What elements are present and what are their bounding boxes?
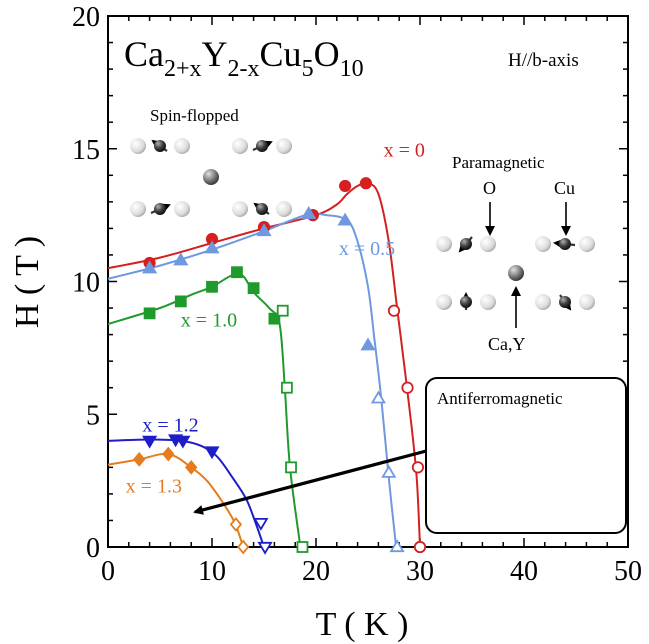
data-point-open [389,539,405,553]
x-tick-label: 50 [614,556,642,587]
data-point-open [285,461,297,474]
field-direction-label: H//b-axis [508,50,579,71]
oxygen-atom-icon [480,294,496,310]
data-point-filled [142,260,158,274]
copper-atom-icon [154,140,166,152]
x-tick-label: 40 [510,556,538,587]
oxygen-atom-icon [174,201,190,217]
data-point-filled [231,266,243,279]
data-point-filled [360,337,376,351]
series-label: x = 0.5 [339,238,395,260]
data-point-filled [256,223,272,237]
data-point-open [370,390,386,404]
series-label: x = 1.0 [181,310,237,332]
data-point-filled [206,280,218,293]
series-label: x = 1.2 [142,415,198,437]
x-tick-label: 0 [101,556,115,587]
antiferromagnetic-inset-box [425,377,627,534]
x-axis-label: T ( K ) [316,606,409,643]
oxygen-atom-icon [480,236,496,252]
ca-y-atom-icon [203,169,219,185]
data-point-filled [339,179,352,193]
x-tick-label: 30 [406,556,434,587]
oxygen-atom-icon [232,138,248,154]
data-point-filled [359,177,373,190]
series-curve [108,438,265,547]
antiferromagnetic-pointer-arrow [193,448,431,515]
data-point-filled [175,435,191,449]
y-tick-label: 15 [72,135,100,166]
y-tick-label: 5 [86,400,100,431]
data-point-filled [301,206,317,219]
data-point-open [387,304,401,317]
y-tick-label: 20 [72,2,100,33]
data-point-open [381,464,397,478]
oxygen-atom-icon [232,201,248,217]
data-point-filled [185,459,198,475]
data-point-open [411,461,425,474]
data-point-open [253,518,269,531]
data-point-filled [162,446,175,462]
x-tick-label: 10 [198,556,226,587]
oxygen-atom-icon [130,138,146,154]
oxygen-atom-icon [579,294,595,310]
copper-atom-icon [154,203,166,215]
data-point-filled [142,435,158,449]
data-point-open [401,381,414,394]
series-label: x = 1.3 [126,476,182,498]
data-point-filled [268,312,281,325]
oxygen-atom-icon [276,138,292,154]
paramagnetic-label: Paramagnetic [452,153,545,172]
data-point-open [276,304,289,317]
antiferromagnetic-label: Antiferromagnetic [437,389,563,408]
oxygen-atom-icon [174,138,190,154]
oxygen-atom-icon [535,294,551,310]
oxygen-atom-icon [276,201,292,217]
data-point-filled [174,295,187,308]
x-tick-label: 20 [302,556,330,587]
y-tick-label: 0 [86,533,100,564]
data-point-filled [173,252,189,266]
data-point-filled [337,212,353,226]
oxygen-atom-icon [535,236,551,252]
data-point-open [229,517,243,532]
copper-atom-icon [559,296,571,308]
series-markers: x = 0 x = 0.5 x = 1.0 x = 1.2 x = 1.3 [126,140,427,555]
ca-y-atom-icon [508,265,524,281]
data-point-open [413,540,427,554]
spin-flopped-label: Spin-flopped [150,106,239,125]
data-point-filled [204,240,220,254]
oxygen-atom-icon [436,236,452,252]
oxygen-atom-icon [130,201,146,217]
ca-y-label: Ca,Y [488,334,526,354]
data-point-filled [133,451,146,467]
y-tick-label: 10 [72,268,100,299]
copper-label: Cu [554,178,575,198]
data-point-filled [143,307,156,320]
oxygen-label: O [483,178,496,198]
compound-formula: Ca2+xY2-xCu5O10 [124,34,364,82]
data-point-open [257,541,273,555]
copper-atom-icon [256,140,268,152]
data-point-filled [247,282,260,295]
y-axis-label: H ( T ) [9,236,46,328]
series-label: x = 0 [384,140,425,162]
data-point-open [296,541,309,553]
data-point-open [237,539,250,555]
data-point-open [280,381,293,394]
oxygen-atom-icon [436,294,452,310]
copper-atom-icon [460,238,472,250]
copper-atom-icon [256,203,268,215]
axes: 0 10 20 30 40 50 0 5 10 15 20 [72,2,642,587]
copper-atom-icon [460,296,472,308]
copper-atom-icon [559,238,571,250]
series-curve [108,452,245,547]
oxygen-atom-icon [579,236,595,252]
data-point-filled [204,446,220,460]
